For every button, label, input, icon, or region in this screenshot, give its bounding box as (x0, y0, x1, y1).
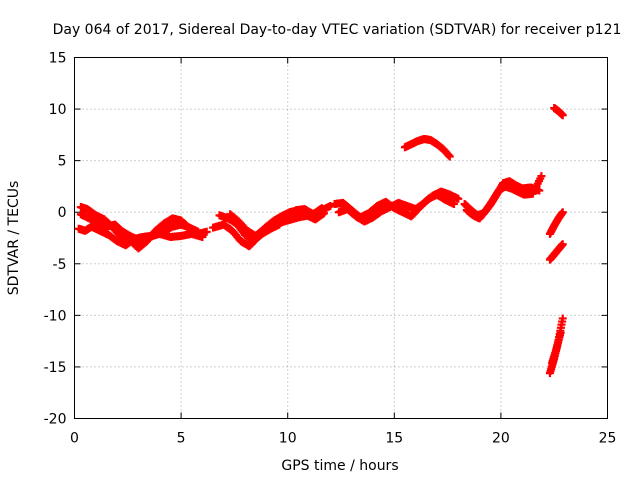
y-tick-label: -5 (53, 257, 67, 273)
data-point (558, 314, 567, 323)
y-tick-label: -10 (44, 308, 67, 324)
chart-title: Day 064 of 2017, Sidereal Day-to-day VTE… (53, 22, 622, 38)
x-tick-label: 10 (279, 431, 297, 447)
data-point (445, 152, 454, 161)
x-tick-label: 5 (177, 431, 186, 447)
x-tick-label: 15 (385, 431, 403, 447)
data-point (558, 208, 567, 217)
data-point (558, 240, 567, 249)
y-axis-title: SDTVAR / TECUs (6, 181, 22, 296)
y-tick-label: 15 (49, 51, 67, 67)
y-tick-label: 5 (58, 154, 67, 170)
axis-ticks: 0 5 10 15 20 25 -20 -15 -10 -5 0 5 10 15 (44, 51, 617, 447)
data-points (74, 104, 567, 378)
data-point (449, 199, 458, 208)
plot-frame (74, 57, 608, 419)
y-tick-label: -20 (44, 412, 67, 428)
data-point (319, 209, 328, 218)
data-point (537, 172, 546, 181)
y-tick-label: 0 (58, 205, 67, 221)
x-tick-label: 20 (492, 431, 510, 447)
grid (74, 57, 608, 419)
x-tick-label: 25 (599, 431, 617, 447)
y-tick-label: -15 (44, 360, 67, 376)
data-point (556, 328, 565, 337)
data-point (454, 194, 463, 203)
data-point (558, 111, 567, 120)
data-point (194, 227, 203, 236)
data-point (202, 227, 211, 236)
data-point (326, 202, 335, 211)
y-tick-label: 10 (49, 102, 67, 118)
x-axis-title: GPS time / hours (281, 458, 398, 474)
x-tick-label: 0 (70, 431, 79, 447)
